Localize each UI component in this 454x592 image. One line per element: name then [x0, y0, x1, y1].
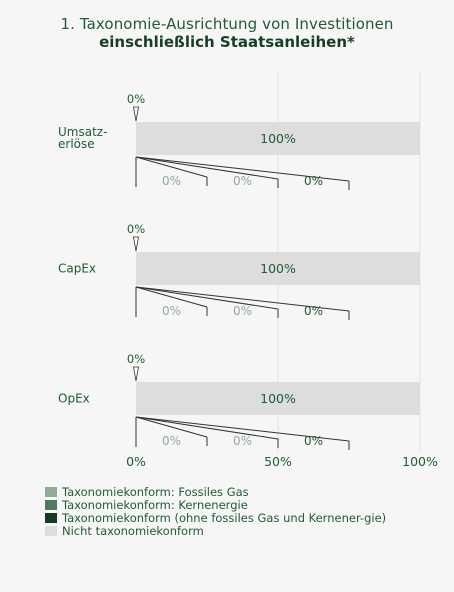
aligned-total-label: 0%	[127, 92, 145, 106]
bar-not-aligned	[136, 122, 420, 155]
pointer-marker	[133, 106, 139, 122]
bar-value-label: 100%	[260, 131, 296, 146]
legend-item-not-aligned: Nicht taxonomiekonform	[45, 525, 450, 538]
legend-swatch-other-aligned	[45, 513, 57, 523]
legend-swatch-fossil-gas	[45, 487, 57, 497]
fan-value-label: 0%	[304, 174, 323, 188]
fan-line	[135, 156, 350, 182]
legend-item-fossil-gas: Taxonomiekonform: Fossiles Gas	[45, 486, 450, 499]
chart-title: 1. Taxonomie-Ausrichtung von Investition…	[60, 15, 394, 33]
fan-value-label: 0%	[304, 304, 323, 318]
fan-value-label: 0%	[233, 174, 252, 188]
bar-not-aligned	[136, 382, 420, 415]
legend-label: Taxonomiekonform: Kernenergie	[62, 498, 248, 512]
bar-value-label: 100%	[260, 391, 296, 406]
legend-item-nuclear: Taxonomiekonform: Kernenergie	[45, 499, 450, 512]
fan-value-label: 0%	[162, 174, 181, 188]
chart-legend: Taxonomiekonform: Fossiles Gas Taxonomie…	[45, 486, 450, 538]
fan-line	[135, 156, 279, 180]
pointer-marker	[133, 366, 139, 382]
legend-label: Taxonomiekonform (ohne fossiles Gas und …	[62, 511, 387, 525]
category-label: erlöse	[58, 137, 95, 151]
x-tick-label: 100%	[402, 454, 438, 469]
category-label: Umsatz-	[58, 125, 107, 139]
fan-line	[135, 286, 350, 312]
fan-line	[135, 416, 350, 442]
pointer-marker	[133, 236, 139, 252]
fan-value-label: 0%	[162, 304, 181, 318]
fan-line	[135, 156, 208, 178]
aligned-total-label: 0%	[127, 222, 145, 236]
fan-value-label: 0%	[233, 304, 252, 318]
aligned-total-label: 0%	[127, 352, 145, 366]
legend-label: Taxonomiekonform: Fossiles Gas	[62, 485, 249, 499]
fan-line	[135, 286, 279, 310]
fan-line	[135, 416, 279, 440]
legend-label: Nicht taxonomiekonform	[62, 524, 204, 538]
legend-swatch-not-aligned	[45, 526, 57, 536]
bar-not-aligned	[136, 252, 420, 285]
category-label: CapEx	[58, 262, 96, 276]
fan-line	[135, 416, 208, 438]
chart-subtitle: einschließlich Staatsanleihen*	[99, 33, 355, 51]
taxonomy-chart: 0% 100% Umsatz-erlöse 0% 0% 0% 0% 100% CapEx 0% 0%…	[58, 72, 438, 469]
legend-item-other-aligned: Taxonomiekonform (ohne fossiles Gas und …	[45, 512, 450, 525]
x-tick-label: 0%	[126, 454, 146, 469]
bar-value-label: 100%	[260, 261, 296, 276]
fan-value-label: 0%	[233, 434, 252, 448]
x-tick-label: 50%	[264, 454, 292, 469]
fan-value-label: 0%	[304, 434, 323, 448]
category-label: OpEx	[58, 392, 90, 406]
fan-value-label: 0%	[162, 434, 181, 448]
legend-swatch-nuclear	[45, 500, 57, 510]
fan-line	[135, 286, 208, 308]
